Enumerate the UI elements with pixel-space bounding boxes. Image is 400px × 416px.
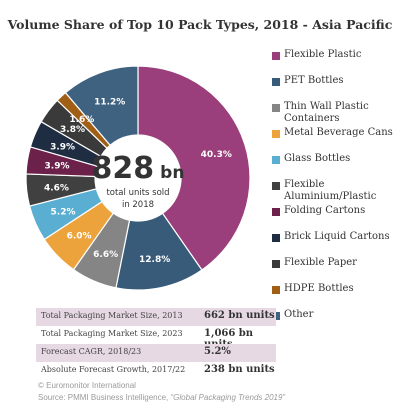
legend-label: PET Bottles: [284, 75, 344, 86]
source-note: Source: PMMI Business Intelligence, “Glo…: [38, 393, 285, 402]
legend-swatch: [272, 130, 280, 138]
slice-label-flexible-plastic: 40.3%: [201, 150, 232, 160]
market-stats-table: Total Packaging Market Size, 2013 662 bn…: [36, 308, 276, 380]
center-total: 828 bn: [92, 151, 185, 186]
donut-slices: [25, 65, 251, 291]
center-caption-line2: in 2018: [122, 200, 154, 210]
legend-swatch: [272, 52, 280, 60]
legend-swatch: [272, 182, 280, 190]
stat-label: Forecast CAGR, 2018/23: [41, 347, 142, 356]
legend-swatch: [272, 104, 280, 112]
legend-label: Folding Cartons: [284, 205, 366, 216]
stat-label: Absolute Forecast Growth, 2017/22: [41, 365, 186, 374]
copyright-note: © Euromonitor International: [38, 381, 136, 390]
slice-label-metal-beverage-cans: 6.0%: [67, 232, 92, 242]
stat-value: 238 bn units: [204, 364, 275, 375]
legend-swatch: [272, 208, 280, 216]
slice-labels: 40.3% 12.8% 6.6%6.0% 5.2% 4.6% 3.9% 3.9% 3.8%1.…: [44, 98, 232, 265]
legend-label: HDPE Bottles: [284, 283, 354, 294]
slice-label-hdpe-bottles: 1.6%: [69, 115, 94, 125]
legend-swatch: [272, 312, 280, 320]
slice-other: [64, 65, 139, 147]
center-value: 828: [92, 151, 155, 186]
slice-label-flexible-paper: 3.8%: [60, 125, 85, 135]
legend-swatch: [272, 286, 280, 294]
slice-label-thin-wall-plastic-containers: 6.6%: [93, 250, 118, 260]
legend-swatch: [272, 234, 280, 242]
center-caption-line1: total units sold: [106, 188, 169, 198]
chart-title: Volume Share of Top 10 Pack Types, 2018 …: [7, 17, 393, 32]
stat-label: Total Packaging Market Size, 2023: [41, 329, 183, 338]
source-title: “Global Packaging Trends 2019”: [170, 393, 286, 402]
stat-label: Total Packaging Market Size, 2013: [41, 311, 183, 320]
legend-label: Brick Liquid Cartons: [284, 231, 390, 242]
legend-swatch: [272, 78, 280, 86]
slice-label-other: 11.2%: [94, 98, 125, 108]
legend-label: Flexible Plastic: [284, 49, 362, 60]
center-unit: bn: [160, 163, 184, 183]
stat-value: 662 bn units: [204, 310, 275, 321]
legend-label: Flexible Aluminium/Plastic: [284, 179, 377, 202]
slice-label-glass-bottles: 5.2%: [51, 208, 76, 218]
legend-swatch: [272, 156, 280, 164]
legend-label: Other: [284, 309, 314, 320]
stat-row-market-size-2023: Total Packaging Market Size, 2023 1,066 …: [36, 326, 276, 350]
slice-label-brick-liquid-cartons: 3.9%: [50, 142, 75, 152]
legend-label: Glass Bottles: [284, 153, 351, 164]
stat-row-forecast-cagr: Forecast CAGR, 2018/23 5.2%: [36, 344, 276, 362]
slice-label-flexible-aluminium-plastic: 4.6%: [44, 183, 69, 193]
slice-flexible-plastic: [137, 65, 251, 271]
donut-chart: 40.3% 12.8% 6.6%6.0% 5.2% 4.6% 3.9% 3.9% 3.8%1.…: [25, 65, 251, 291]
stat-row-market-size-2013: Total Packaging Market Size, 2013 662 bn…: [36, 308, 276, 326]
legend-label: Metal Beverage Cans: [284, 127, 393, 138]
slice-label-pet-bottles: 12.8%: [139, 255, 170, 265]
stat-row-absolute-growth: Absolute Forecast Growth, 2017/22 238 bn…: [36, 362, 276, 380]
stat-value: 5.2%: [204, 346, 231, 357]
legend-swatch: [272, 260, 280, 268]
legend-label: Flexible Paper: [284, 257, 357, 268]
source-prefix: Source: PMMI Business Intelligence,: [38, 393, 171, 402]
slice-label-folding-cartons: 3.9%: [45, 162, 70, 172]
legend-label: Thin Wall Plastic Containers: [284, 101, 369, 124]
